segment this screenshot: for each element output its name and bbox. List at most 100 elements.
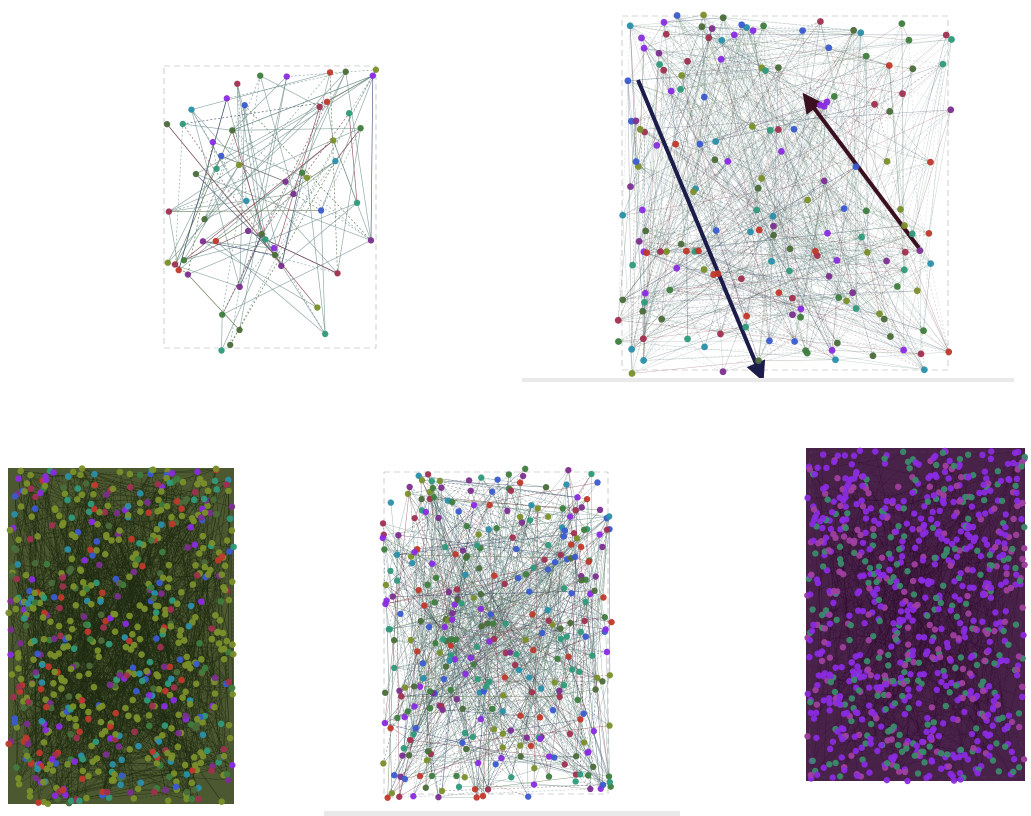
graph-node <box>220 655 228 663</box>
graph-node <box>459 547 467 554</box>
graph-node <box>923 728 930 736</box>
graph-node <box>862 207 870 215</box>
graph-node <box>820 177 828 185</box>
graph-node <box>813 734 820 742</box>
graph-node <box>523 734 530 741</box>
graph-node <box>137 779 145 787</box>
graph-node <box>888 736 895 743</box>
graph-node <box>221 562 229 570</box>
graph-node <box>909 489 916 496</box>
graph-node <box>213 165 220 172</box>
graph-node <box>151 788 158 796</box>
graph-node <box>522 465 529 473</box>
graph-node <box>542 483 550 491</box>
graph-node <box>282 178 289 185</box>
graph-node <box>218 571 226 579</box>
graph-node <box>169 752 176 760</box>
graph-node <box>61 490 69 498</box>
graph-node <box>962 493 969 501</box>
graph-node <box>672 140 679 148</box>
graph-node <box>441 543 449 551</box>
graph-node <box>199 238 207 245</box>
graph-node <box>808 627 816 635</box>
graph-node <box>682 247 690 255</box>
graph-node <box>869 708 876 716</box>
graph-node <box>28 680 36 688</box>
graph-node <box>904 568 911 575</box>
graph-node <box>217 720 225 728</box>
graph-node <box>987 584 995 592</box>
graph-node <box>953 553 961 560</box>
graph-node <box>76 728 83 735</box>
graph-node <box>970 617 977 624</box>
graph-node <box>524 793 532 800</box>
graph-node <box>26 535 34 543</box>
graph-node <box>211 477 219 485</box>
graph-node <box>117 781 124 789</box>
graph-node <box>917 515 925 522</box>
graph-node <box>994 701 1002 708</box>
graph-node <box>178 505 185 513</box>
graph-node <box>110 777 117 784</box>
graph-node <box>998 497 1006 505</box>
graph-node <box>15 775 22 782</box>
graph-node <box>97 718 105 726</box>
graph-node <box>107 723 114 730</box>
graph-node <box>257 72 264 79</box>
graph-node <box>152 635 160 642</box>
graph-node <box>901 768 909 776</box>
graph-node <box>572 553 579 561</box>
graph-node <box>199 752 207 760</box>
graph-node <box>448 652 455 659</box>
graph-node <box>614 316 622 324</box>
graph-node <box>889 677 897 685</box>
graph-node <box>711 156 719 164</box>
graph-node <box>879 513 886 520</box>
graph-node <box>943 549 950 556</box>
graph-node <box>49 767 57 774</box>
graph-node <box>1019 683 1026 691</box>
graph-node <box>856 668 863 675</box>
graph-node <box>561 761 568 768</box>
graph-node <box>211 703 218 711</box>
graph-node <box>210 496 217 504</box>
graph-node <box>182 662 189 669</box>
graph-node <box>225 487 232 495</box>
graph-node <box>32 493 39 501</box>
graph-node <box>206 566 214 574</box>
graph-node <box>628 370 636 377</box>
graph-node <box>15 654 22 661</box>
graph-node <box>190 517 197 525</box>
graph-node <box>499 744 506 751</box>
graph-node <box>43 765 51 773</box>
graph-node <box>957 654 965 661</box>
graph-canvas-4 <box>379 465 615 801</box>
graph-node <box>131 728 138 736</box>
graph-node <box>900 680 907 687</box>
graph-node <box>126 573 133 581</box>
graph-node <box>590 763 597 771</box>
graph-node <box>192 561 199 569</box>
graph-node <box>389 593 396 600</box>
graph-node <box>164 749 171 757</box>
graph-node <box>806 637 814 644</box>
graph-node <box>840 205 848 213</box>
graph-node <box>228 527 236 534</box>
graph-node <box>560 681 568 689</box>
graph-node <box>989 722 996 729</box>
graph-node <box>270 244 278 252</box>
graph-node <box>594 674 601 682</box>
graph-node <box>410 793 417 800</box>
graph-node <box>1013 475 1021 483</box>
graph-node <box>448 616 456 623</box>
graph-node <box>138 651 145 658</box>
graph-node <box>32 774 39 782</box>
graph-node <box>223 95 231 102</box>
graph-node <box>656 61 663 68</box>
graph-node <box>813 576 821 583</box>
graph-node <box>28 576 36 583</box>
graph-node <box>84 628 92 636</box>
graph-node <box>22 622 30 630</box>
graph-node <box>87 500 95 508</box>
graph-node <box>696 140 704 148</box>
